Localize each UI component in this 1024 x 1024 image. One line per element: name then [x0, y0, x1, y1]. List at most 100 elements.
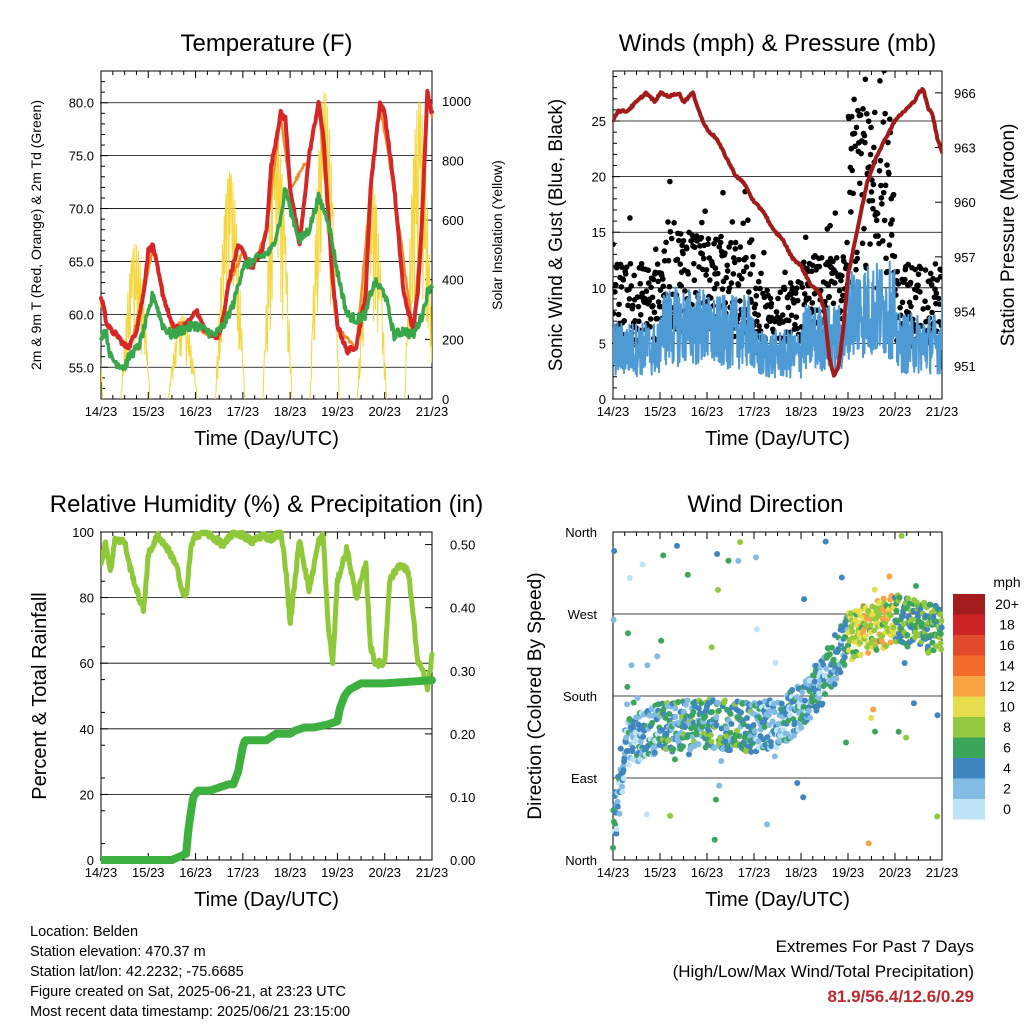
y-tick-label: 75.0	[69, 149, 94, 164]
gust-point	[737, 298, 743, 304]
x-tick-label: 17/23	[227, 404, 260, 419]
legend-swatch	[953, 696, 985, 717]
gust-point	[654, 261, 661, 267]
relative-humidity-line	[101, 529, 435, 693]
x-tick-label: 15/23	[132, 404, 165, 419]
gust-point	[737, 244, 744, 250]
x-tick-label: 20/23	[879, 865, 912, 880]
gust-point	[907, 279, 914, 286]
speed-legend: mph 20+ 18 16 14 12 10 8 6 4 2 0	[953, 574, 1021, 820]
x-tick-label: 20/23	[368, 865, 401, 880]
gust-point	[627, 215, 633, 221]
direction-point	[871, 627, 878, 634]
gust-point	[615, 311, 622, 318]
direction-point	[937, 611, 944, 618]
x-tick-label: 16/23	[179, 404, 212, 419]
direction-point	[793, 694, 800, 701]
direction-point	[890, 624, 897, 631]
direction-point	[632, 729, 639, 736]
direction-point	[611, 547, 618, 554]
direction-point	[684, 571, 691, 578]
direction-point	[764, 821, 771, 828]
gust-point	[874, 210, 881, 217]
gust-point	[717, 239, 724, 246]
station-elevation: Station elevation: 470.37 m	[30, 944, 206, 960]
direction-point	[771, 753, 778, 760]
gust-point	[832, 280, 838, 286]
gust-point	[712, 265, 719, 271]
y-tick-label: 60	[80, 656, 94, 671]
gust-point	[729, 219, 736, 225]
sustained-wind-line	[613, 260, 942, 379]
x-tick-label: 21/23	[416, 404, 449, 419]
direction-point	[895, 728, 902, 735]
gust-point	[920, 306, 926, 312]
gust-point	[666, 283, 673, 290]
direction-point	[813, 704, 820, 711]
gust-point	[894, 268, 901, 275]
gust-point	[830, 300, 837, 307]
direction-point	[723, 725, 730, 732]
direction-point	[738, 709, 745, 716]
direction-point	[865, 608, 872, 615]
wind-direction-panel: Wind Direction 14/23 15/23 16/23 17/23 18/23 1…	[525, 491, 1021, 911]
direction-point	[667, 812, 674, 819]
gust-point	[645, 280, 652, 286]
direction-point	[663, 730, 670, 737]
direction-point	[629, 745, 636, 752]
direction-point	[727, 729, 734, 736]
gust-point	[655, 278, 661, 285]
gust-point	[838, 297, 845, 304]
direction-point	[654, 653, 661, 660]
direction-point	[694, 731, 701, 738]
x-tick-label: 21/23	[926, 865, 959, 880]
direction-point	[727, 710, 734, 717]
direction-point	[807, 714, 814, 721]
gust-point	[922, 267, 929, 273]
direction-point	[614, 798, 621, 805]
gust-point	[880, 65, 886, 71]
y-tick-label: East	[571, 771, 597, 786]
gust-point	[629, 302, 636, 309]
gust-point	[631, 272, 637, 279]
gust-point	[861, 225, 867, 232]
gust-point	[775, 295, 781, 302]
gust-point	[720, 189, 726, 196]
direction-point	[670, 746, 677, 753]
gust-point	[723, 274, 730, 281]
legend-swatch	[953, 635, 985, 656]
gust-point	[801, 291, 808, 297]
y2-tick-label: 1000	[442, 94, 471, 109]
gust-point	[879, 238, 886, 244]
extremes-title: Extremes For Past 7 Days	[775, 937, 974, 956]
gust-point	[699, 219, 705, 226]
temperature-panel: Temperature (F) 14/23 15/23 16/23 17/23 18/23…	[28, 30, 505, 450]
gust-point	[850, 190, 856, 197]
x-tick-label: 18/23	[274, 865, 307, 880]
gust-point	[878, 195, 885, 201]
y2-tick-label: 954	[954, 305, 976, 320]
direction-point	[778, 700, 785, 707]
direction-point	[718, 758, 725, 765]
direction-point	[624, 701, 631, 708]
gust-point	[870, 181, 877, 188]
direction-point	[712, 796, 719, 803]
gust-point	[923, 318, 929, 325]
gust-point	[620, 277, 627, 283]
x-axis-label: Time (Day/UTC)	[194, 889, 339, 911]
x-tick-label: 21/23	[926, 404, 959, 419]
gust-point	[902, 276, 908, 283]
direction-point	[753, 626, 760, 633]
gust-point	[750, 253, 756, 260]
gust-point	[764, 287, 770, 294]
gust-point	[851, 130, 858, 137]
gust-point	[735, 282, 742, 288]
direction-point	[672, 705, 679, 712]
humidity-precipitation-panel: Relative Humidity (%) & Precipitation (i…	[29, 491, 483, 911]
gust-point	[870, 205, 876, 212]
gust-point	[722, 250, 728, 256]
direction-point	[635, 721, 642, 728]
direction-point	[934, 712, 941, 719]
direction-point	[708, 738, 715, 745]
direction-point	[736, 732, 743, 739]
